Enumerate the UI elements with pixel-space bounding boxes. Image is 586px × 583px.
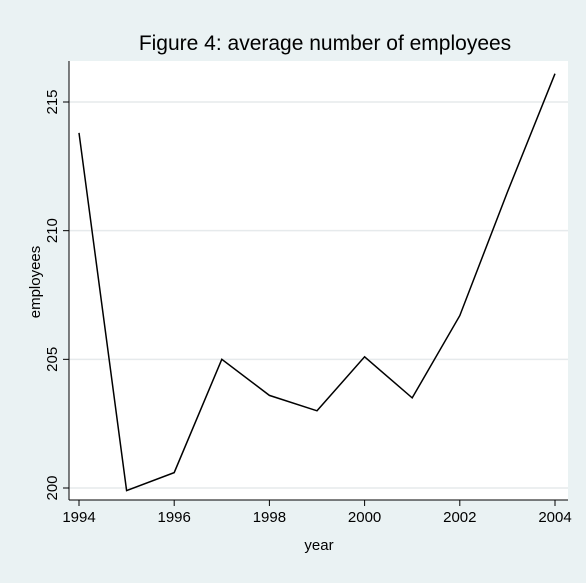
y-tick-label-205: 205: [44, 347, 61, 372]
x-tick-label-1996: 1996: [158, 509, 191, 526]
y-tick-label-210: 210: [44, 218, 61, 243]
x-tick-label-1994: 1994: [62, 509, 95, 526]
chart-title: Figure 4: average number of employees: [139, 32, 511, 55]
x-tick-label-2004: 2004: [538, 509, 571, 526]
y-tick-label-215: 215: [44, 89, 61, 114]
y-tick-label-200: 200: [44, 475, 61, 500]
axes: [63, 61, 568, 506]
x-tick-label-2002: 2002: [443, 509, 476, 526]
series-line-0: [78, 73, 556, 492]
plot-area: [69, 61, 568, 500]
tick-labels: 200 205 210 215 1994 1996 1998 2000 2002 2004: [44, 89, 572, 526]
x-tick-label-2000: 2000: [348, 509, 381, 526]
series: [78, 73, 556, 492]
x-tick-label-1998: 1998: [253, 509, 286, 526]
x-axis-label: year: [304, 537, 333, 554]
gridlines: [69, 101, 568, 489]
y-axis-label: employees: [27, 246, 44, 319]
